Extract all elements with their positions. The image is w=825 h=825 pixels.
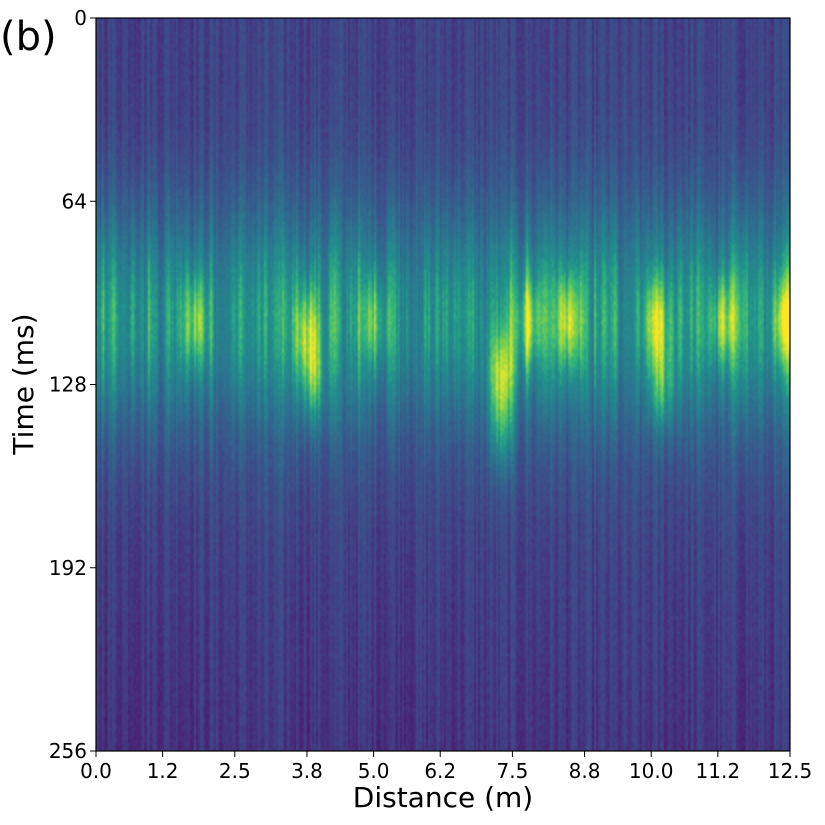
heatmap-image: [96, 18, 790, 751]
y-tick-label: 0: [74, 6, 87, 30]
x-tick-label: 0.0: [80, 759, 112, 783]
x-axis: 0.0 1.2 2.5 3.8 5.0 6.2 7.5 8.8 10.0 11.2 12.5: [80, 751, 812, 783]
panel-label: (b): [0, 14, 57, 60]
x-tick-label: 6.2: [424, 759, 456, 783]
x-tick-label: 11.2: [696, 759, 741, 783]
y-tick-label: 64: [62, 189, 87, 213]
x-tick-label: 1.2: [147, 759, 179, 783]
x-tick-label: 7.5: [496, 759, 528, 783]
y-axis-title: Time (ms): [7, 313, 40, 455]
y-tick-label: 256: [49, 739, 87, 763]
x-tick-label: 12.5: [768, 759, 813, 783]
x-axis-title: Distance (m): [353, 781, 533, 814]
x-tick-label: 5.0: [358, 759, 390, 783]
y-tick-label: 192: [49, 556, 87, 580]
x-tick-label: 10.0: [629, 759, 674, 783]
x-tick-label: 3.8: [291, 759, 323, 783]
x-tick-label: 2.5: [219, 759, 251, 783]
x-tick-label: 8.8: [569, 759, 601, 783]
y-axis: 0 64 128 192 256: [49, 6, 96, 763]
y-tick-label: 128: [49, 373, 87, 397]
